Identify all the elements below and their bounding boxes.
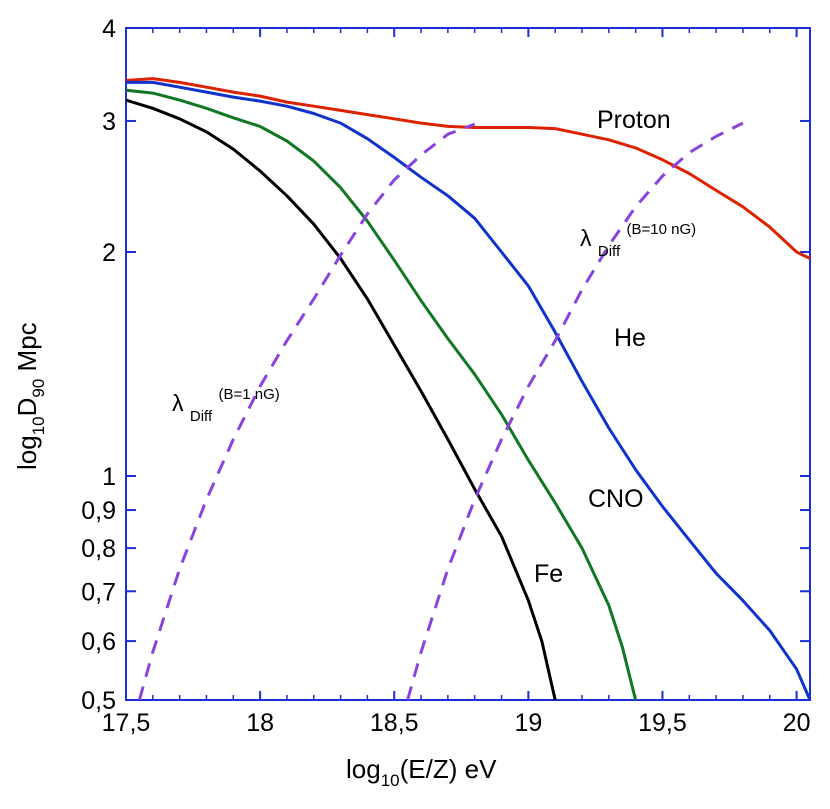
x-tick-label: 20: [783, 709, 811, 737]
lambda-1nG-field: (B=1 nG): [219, 386, 280, 403]
x-axis-title: log10(E/Z) eV: [346, 754, 497, 790]
series-proton: [125, 77, 811, 260]
x-tick-label: 17,5: [102, 709, 151, 737]
series-he: [126, 80, 812, 701]
lambda-1nG-annotation: λ Diff (B=1 nG): [172, 386, 280, 426]
label-fe: Fe: [534, 560, 563, 588]
y-axis-title: log10D90 Mpc: [12, 322, 48, 470]
lambda-10nG-field: (B=10 nG): [627, 221, 697, 238]
curves: [125, 77, 812, 701]
label-cno: CNO: [588, 485, 644, 513]
y-tick-label: 0,7: [81, 578, 116, 606]
label-proton: Proton: [597, 106, 671, 134]
label-he: He: [614, 324, 646, 352]
lambda-10nG-sub: Diff: [598, 243, 621, 260]
y-tick-label: 3: [102, 108, 116, 136]
plot-frame: [125, 27, 811, 701]
y-tick-label: 0,8: [81, 535, 116, 563]
x-tick-label: 18,5: [370, 709, 419, 737]
lambda-1nG-symbol: λ: [172, 390, 184, 416]
x-tick-label: 18: [246, 709, 274, 737]
lambda-1nG-sub: Diff: [190, 408, 213, 425]
lambda-10nG-annotation: λ Diff (B=10 nG): [580, 221, 696, 261]
x-tick-label: 19,5: [638, 709, 687, 737]
y-tick-label: 2: [102, 239, 116, 267]
y-tick-label: 0,6: [81, 628, 116, 656]
lambda-10nG-symbol: λ: [580, 225, 592, 251]
series-cno: [125, 88, 638, 701]
x-tick-label: 19: [514, 709, 542, 737]
y-tick-label: 4: [102, 15, 116, 43]
series-lambda-diff-1ng: [137, 122, 476, 701]
y-tick-label: 0,9: [81, 497, 116, 525]
y-tick-label: 0,5: [81, 687, 116, 715]
series-lambda-diff-10ng: [406, 121, 744, 701]
y-tick-label: 1: [102, 463, 116, 491]
series-fe: [125, 98, 557, 701]
axes-layer: 17,5 18 18,5 19 19,5 20 0,5 0,6 0,7 0,8 0,9 1 2 3 4: [81, 15, 810, 737]
